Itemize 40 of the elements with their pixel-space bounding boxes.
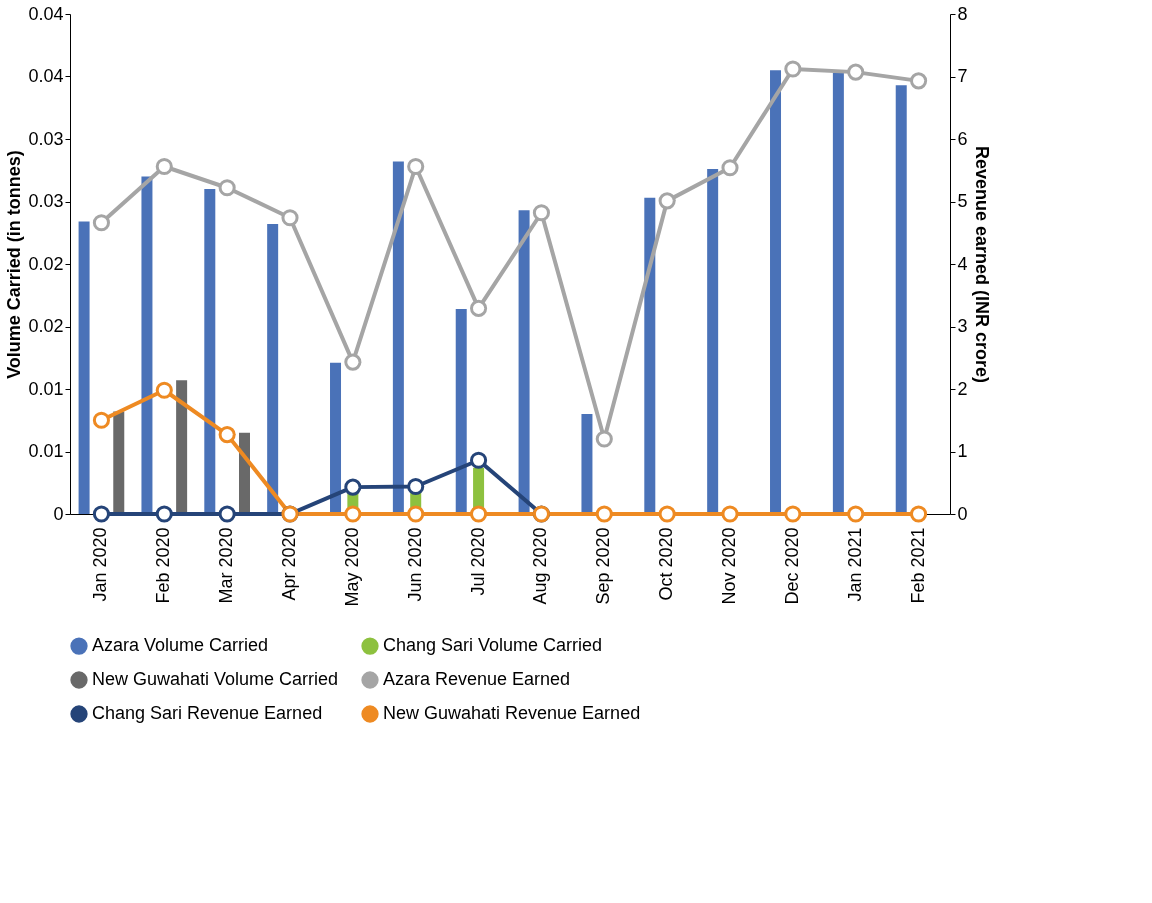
legend-label: Chang Sari Revenue Earned [92, 703, 323, 723]
y2-tick-label: 6 [957, 128, 968, 149]
y2-tick-label: 2 [957, 378, 968, 399]
y-tick-label: 0.02 [28, 253, 64, 274]
legend-label: Chang Sari Volume Carried [383, 635, 603, 656]
legend-label: New Guwahati Revenue Earned [383, 703, 641, 723]
x-tick-label: Oct 2020 [656, 527, 677, 601]
x-tick-label: Feb 2020 [153, 527, 174, 604]
x-tick-label: Dec 2020 [781, 527, 802, 605]
y-tick-label: 0 [53, 503, 64, 524]
y-tick-label: 0.01 [28, 378, 64, 399]
y2-axis-title: Revenue earned (INR crore) [971, 145, 992, 384]
x-tick-label: Jun 2020 [404, 527, 425, 602]
x-tick-label: Nov 2020 [719, 527, 739, 605]
x-tick-label: Mar 2020 [216, 527, 237, 604]
y2-tick-label: 4 [957, 253, 968, 274]
y-tick-label: 0.01 [28, 441, 64, 461]
legend-label: Azara Volume Carried [92, 635, 269, 656]
y-tick-label: 0.03 [28, 191, 64, 211]
x-tick-label: Feb 2021 [907, 527, 928, 604]
x-tick-label: Sep 2020 [593, 527, 614, 605]
x-tick-label: Jul 2020 [467, 527, 488, 596]
x-tick-label: Jan 2020 [90, 527, 111, 602]
y-tick-label: 0.04 [28, 66, 64, 86]
x-tick-label: Jan 2021 [844, 527, 865, 602]
legend-label: New Guwahati Volume Carried [92, 669, 339, 689]
y2-tick-label: 3 [957, 316, 968, 336]
y-tick-label: 0.03 [28, 128, 64, 149]
x-tick-label: May 2020 [341, 527, 362, 607]
y-axis-title: Volume Carried (in tonnes) [4, 150, 25, 379]
y2-tick-label: 8 [957, 3, 968, 24]
y2-tick-label: 1 [957, 441, 968, 461]
y-tick-label: 0.04 [28, 3, 64, 24]
y2-tick-label: 5 [957, 191, 968, 211]
legend-label: Azara Revenue Earned [383, 669, 571, 689]
y2-tick-label: 7 [957, 66, 968, 86]
y-tick-label: 0.02 [28, 316, 64, 336]
x-tick-label: Apr 2020 [279, 527, 299, 601]
y2-tick-label: 0 [957, 503, 968, 524]
x-tick-label: Aug 2020 [530, 527, 551, 605]
